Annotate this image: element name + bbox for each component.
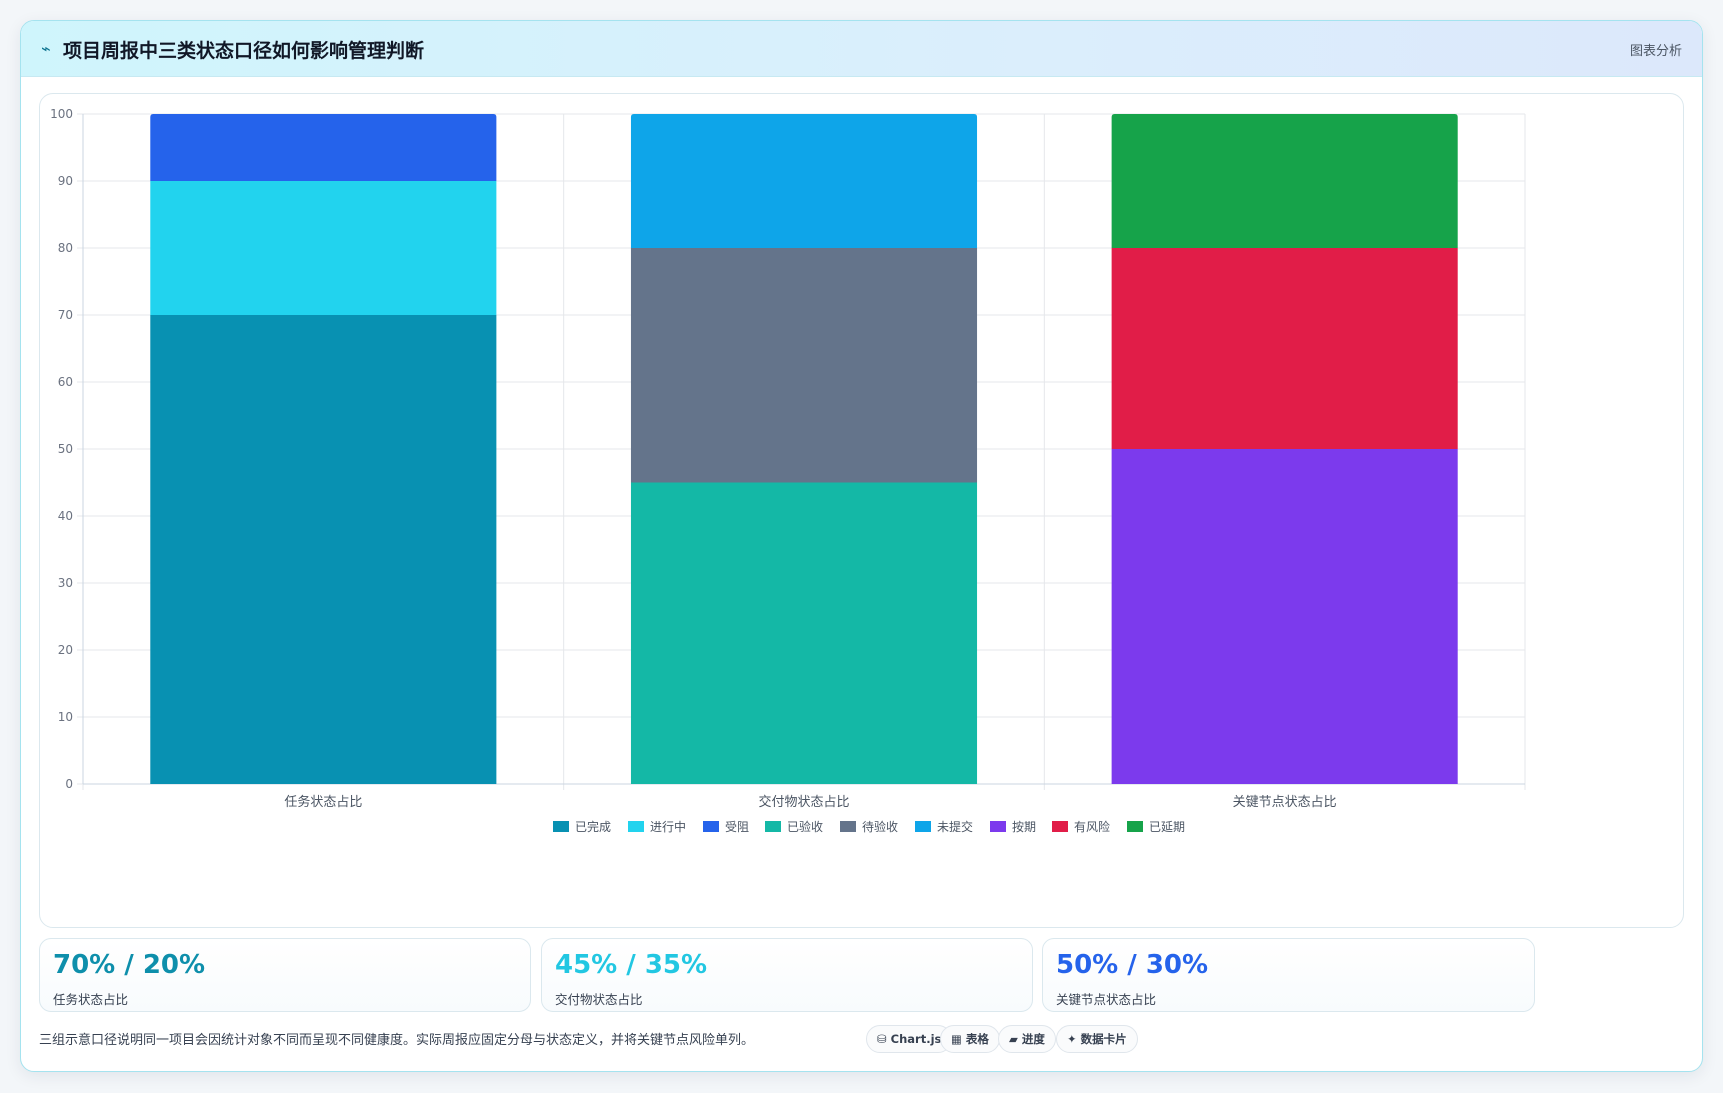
x-tick-label: 任务状态占比 bbox=[284, 794, 362, 810]
pill-label: Chart.js bbox=[890, 1032, 942, 1046]
legend-label: 受阻 bbox=[725, 820, 749, 834]
y-tick-label: 60 bbox=[58, 375, 73, 389]
stat-card-milestones: 50% / 30% 关键节点状态占比 bbox=[1042, 938, 1535, 1012]
stacked-bar-chart: 0 10 20 30 40 50 60 70 80 90 100 任务状态占比 交付物状态占比 关键节点状… bbox=[50, 107, 1526, 834]
stat-value: 70% / 20% bbox=[53, 950, 206, 980]
y-tick-label: 100 bbox=[50, 107, 73, 121]
pill-table[interactable]: ▦ 表格 bbox=[940, 1025, 1000, 1053]
legend-label: 按期 bbox=[1012, 820, 1036, 834]
stat-card-tasks: 70% / 20% 任务状态占比 bbox=[39, 938, 531, 1012]
table-icon: ▦ bbox=[951, 1032, 962, 1046]
bar-segment-进行中 bbox=[150, 181, 497, 315]
legend-label: 已完成 bbox=[575, 819, 611, 834]
y-tick-label: 80 bbox=[58, 241, 73, 255]
bar-segment-未提交 bbox=[630, 114, 978, 248]
legend-swatch-已延期 bbox=[1127, 821, 1143, 832]
x-tick-label: 关键节点状态占比 bbox=[1233, 795, 1337, 810]
stat-label: 任务状态占比 bbox=[53, 992, 129, 1007]
y-tick-label: 10 bbox=[58, 710, 73, 724]
y-tick-label: 0 bbox=[65, 777, 73, 791]
legend-label: 待验收 bbox=[862, 819, 898, 834]
legend-label: 未提交 bbox=[937, 819, 973, 834]
bar-segment-已延期 bbox=[1111, 114, 1458, 248]
y-tick-label: 50 bbox=[58, 442, 73, 456]
bar-segment-受阻 bbox=[150, 114, 497, 181]
bar-segment-已完成 bbox=[150, 315, 497, 784]
legend-label: 已验收 bbox=[787, 819, 823, 834]
stat-value: 50% / 30% bbox=[1056, 950, 1209, 980]
chart-panel: 0 10 20 30 40 50 60 70 80 90 100 任务状态占比 交付物状态占比 关键节点状… bbox=[39, 93, 1684, 928]
pill-label: 表格 bbox=[965, 1032, 989, 1046]
legend-swatch-按期 bbox=[990, 821, 1006, 832]
database-icon: ⛁ bbox=[877, 1032, 887, 1046]
bar-segment-按期 bbox=[1111, 449, 1458, 784]
legend-swatch-未提交 bbox=[915, 821, 931, 832]
legend-label: 已延期 bbox=[1149, 820, 1185, 834]
legend-label: 有风险 bbox=[1074, 819, 1110, 834]
stat-label: 关键节点状态占比 bbox=[1056, 992, 1157, 1007]
bar-segment-待验收 bbox=[630, 248, 978, 483]
stat-label: 交付物状态占比 bbox=[555, 992, 643, 1007]
legend-swatch-进行中 bbox=[628, 821, 644, 832]
y-tick-label: 40 bbox=[58, 509, 73, 523]
progress-icon: ▰ bbox=[1009, 1032, 1018, 1046]
bar-segment-有风险 bbox=[1111, 248, 1458, 449]
y-tick-label: 30 bbox=[58, 576, 73, 590]
pill-data-cards[interactable]: ✦ 数据卡片 bbox=[1056, 1025, 1138, 1053]
legend-swatch-受阻 bbox=[703, 821, 719, 832]
y-tick-label: 20 bbox=[58, 643, 73, 657]
page-title: 项目周报中三类状态口径如何影响管理判断 bbox=[63, 40, 425, 62]
y-tick-label: 70 bbox=[58, 308, 73, 322]
legend-swatch-有风险 bbox=[1052, 821, 1068, 832]
legend-label: 进行中 bbox=[650, 819, 686, 834]
pill-label: 数据卡片 bbox=[1080, 1032, 1127, 1046]
chart-card: ⌁ 项目周报中三类状态口径如何影响管理判断 图表分析 0 10 20 30 40 50 60… bbox=[20, 20, 1703, 1072]
pill-label: 进度 bbox=[1021, 1032, 1045, 1046]
stat-value: 45% / 35% bbox=[555, 950, 708, 980]
card-header: ⌁ 项目周报中三类状态口径如何影响管理判断 图表分析 bbox=[21, 21, 1702, 77]
chart-analysis-tag[interactable]: 图表分析 bbox=[1629, 44, 1682, 59]
chart-spark-icon: ⌁ bbox=[41, 39, 51, 58]
legend-swatch-待验收 bbox=[840, 821, 856, 832]
bar-segment-已验收 bbox=[630, 482, 978, 784]
y-tick-label: 90 bbox=[58, 174, 73, 188]
stat-card-deliverables: 45% / 35% 交付物状态占比 bbox=[541, 938, 1033, 1012]
footnote: 三组示意口径说明同一项目会因统计对象不同而呈现不同健康度。实际周报应固定分母与状… bbox=[39, 1033, 755, 1048]
legend-swatch-已完成 bbox=[553, 821, 569, 832]
x-tick-label: 交付物状态占比 bbox=[758, 794, 849, 810]
sparkle-icon: ✦ bbox=[1067, 1032, 1077, 1046]
pill-progress[interactable]: ▰ 进度 bbox=[998, 1025, 1056, 1053]
pill-chartjs[interactable]: ⛁ Chart.js bbox=[866, 1025, 953, 1053]
legend-swatch-已验收 bbox=[765, 821, 781, 832]
